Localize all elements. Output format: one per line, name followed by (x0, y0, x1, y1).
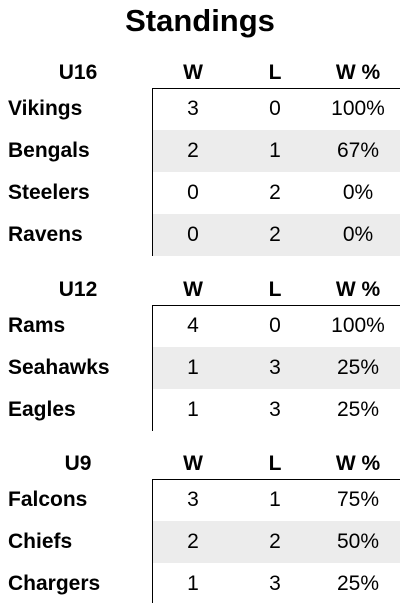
team-losses: 0 (269, 314, 281, 337)
table-divider (152, 479, 400, 480)
column-header-win-percent: W % (335, 452, 381, 475)
table-row: Steelers 0 2 0% (0, 172, 406, 214)
table-row: Chiefs 2 2 50% (0, 521, 406, 563)
team-win-percent: 25% (336, 398, 380, 421)
team-wins: 2 (187, 530, 199, 553)
table-body: Rams 4 0 100% Seahawks 1 3 25% Eagles 1 … (0, 305, 406, 431)
table-divider (152, 479, 153, 603)
column-header-losses: L (268, 452, 282, 475)
team-name: Rams (8, 314, 66, 337)
division-u9: U9 W L W % Falcons 3 1 75% Chiefs 2 2 50… (0, 449, 406, 605)
team-name: Vikings (8, 97, 83, 120)
column-header-wins: W (183, 452, 203, 475)
team-name: Steelers (8, 181, 90, 204)
division-name: U12 (58, 278, 98, 301)
division-u16: U16 W L W % Vikings 3 0 100% Bengals 2 1… (0, 58, 406, 256)
division-name: U16 (58, 61, 98, 84)
team-name: Chiefs (8, 530, 73, 553)
team-name: Seahawks (8, 356, 110, 379)
column-header-losses: L (268, 278, 282, 301)
team-losses: 3 (269, 356, 281, 379)
table-divider (152, 305, 153, 431)
team-losses: 1 (269, 488, 281, 511)
table-header: U9 W L W % (0, 449, 406, 479)
team-wins: 2 (187, 139, 199, 162)
team-win-percent: 67% (336, 139, 380, 162)
team-losses: 3 (269, 398, 281, 421)
table-row: Bengals 2 1 67% (0, 130, 406, 172)
table-divider (152, 305, 400, 306)
team-win-percent: 50% (336, 530, 380, 553)
team-wins: 1 (187, 356, 199, 379)
team-wins: 0 (187, 181, 199, 204)
table-divider (152, 88, 400, 89)
team-wins: 0 (187, 223, 199, 246)
team-wins: 3 (187, 488, 199, 511)
column-header-wins: W (183, 278, 203, 301)
team-name: Falcons (8, 488, 88, 511)
table-body: Falcons 3 1 75% Chiefs 2 2 50% Chargers … (0, 479, 406, 605)
team-losses: 2 (269, 181, 281, 204)
division-name: U9 (64, 452, 92, 475)
team-losses: 2 (269, 530, 281, 553)
team-losses: 2 (269, 223, 281, 246)
team-win-percent: 0% (342, 181, 374, 204)
team-name: Eagles (8, 398, 76, 421)
table-row: Ravens 0 2 0% (0, 214, 406, 256)
team-win-percent: 0% (342, 223, 374, 246)
division-u12: U12 W L W % Rams 4 0 100% Seahawks 1 3 2… (0, 275, 406, 431)
page-title: Standings (125, 3, 275, 38)
team-wins: 4 (187, 314, 199, 337)
table-row: Rams 4 0 100% (0, 305, 406, 347)
column-header-wins: W (183, 61, 203, 84)
column-header-win-percent: W % (335, 278, 381, 301)
table-row: Eagles 1 3 25% (0, 389, 406, 431)
team-name: Bengals (8, 139, 90, 162)
team-wins: 1 (187, 398, 199, 421)
table-row: Seahawks 1 3 25% (0, 347, 406, 389)
team-wins: 3 (187, 97, 199, 120)
column-header-win-percent: W % (335, 61, 381, 84)
team-losses: 3 (269, 572, 281, 595)
table-divider (152, 88, 153, 256)
team-win-percent: 25% (336, 356, 380, 379)
team-wins: 1 (187, 572, 199, 595)
table-row: Chargers 1 3 25% (0, 563, 406, 605)
team-name: Ravens (8, 223, 83, 246)
team-win-percent: 75% (336, 488, 380, 511)
team-win-percent: 100% (331, 97, 385, 120)
team-win-percent: 25% (336, 572, 380, 595)
table-header: U16 W L W % (0, 58, 406, 88)
team-losses: 1 (269, 139, 281, 162)
table-body: Vikings 3 0 100% Bengals 2 1 67% Steeler… (0, 88, 406, 256)
team-losses: 0 (269, 97, 281, 120)
table-row: Falcons 3 1 75% (0, 479, 406, 521)
team-name: Chargers (8, 572, 101, 595)
team-win-percent: 100% (331, 314, 385, 337)
table-row: Vikings 3 0 100% (0, 88, 406, 130)
table-header: U12 W L W % (0, 275, 406, 305)
column-header-losses: L (268, 61, 282, 84)
